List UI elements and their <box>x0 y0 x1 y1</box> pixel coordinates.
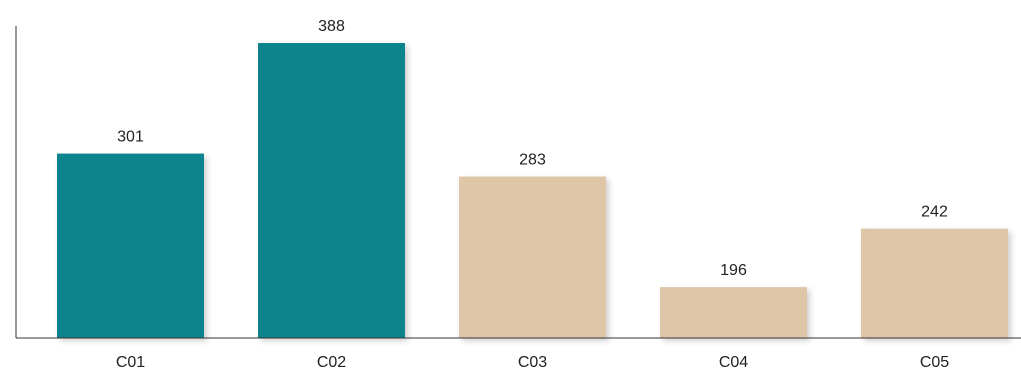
value-labels-group: 301 388 283 196 242 <box>117 18 948 279</box>
x-tick-labels-group: C01 C02 C03 C04 C05 <box>116 354 949 371</box>
value-label-c01: 301 <box>117 129 144 146</box>
bar-c01 <box>57 153 204 338</box>
bar-c03 <box>459 176 606 338</box>
value-label-c04: 196 <box>720 262 747 279</box>
x-tick-label-c04: C04 <box>719 354 748 371</box>
value-label-c05: 242 <box>921 204 948 221</box>
value-label-c03: 283 <box>519 152 546 169</box>
bars-group <box>57 43 1008 338</box>
bar-c05 <box>861 228 1008 338</box>
value-label-c02: 388 <box>318 18 345 35</box>
x-tick-label-c02: C02 <box>317 354 346 371</box>
x-tick-label-c05: C05 <box>920 354 949 371</box>
x-tick-label-c01: C01 <box>116 354 145 371</box>
bar-c02 <box>258 43 405 338</box>
x-tick-label-c03: C03 <box>518 354 547 371</box>
bar-c04 <box>660 287 807 338</box>
